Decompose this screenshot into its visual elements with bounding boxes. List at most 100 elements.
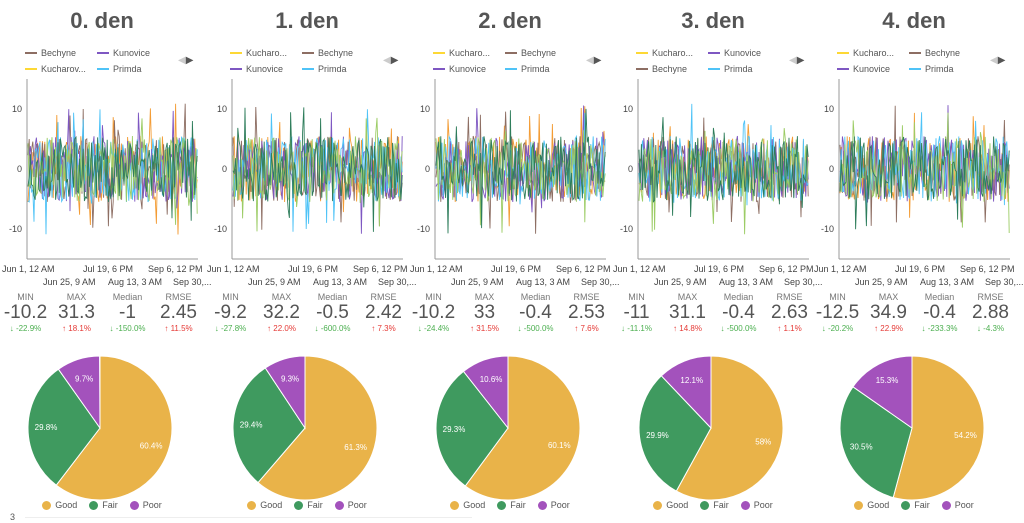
y-tick-label: 10 [12, 104, 22, 114]
legend-dot [247, 500, 257, 510]
pie-slice-fair[interactable] [232, 367, 306, 484]
pie-legend-item[interactable]: Poor [129, 500, 162, 510]
legend-pager[interactable]: ◀▶ [789, 55, 804, 66]
legend-item[interactable]: Kunovice [837, 64, 909, 74]
legend-item[interactable]: Bechyne [302, 48, 374, 58]
pie-slice-fair[interactable] [435, 370, 509, 487]
pie-legend-item[interactable]: Fair [497, 500, 526, 510]
x-tick-label: Sep 6, 12 PM [759, 264, 814, 274]
legend-item[interactable]: Bechyne [505, 48, 577, 58]
next-page-icon[interactable]: ▶ [796, 55, 805, 66]
legend-dot [129, 500, 139, 510]
legend-item[interactable]: Kunovice [708, 48, 780, 58]
legend-item[interactable]: Kucharov... [25, 64, 97, 74]
pie-slice-label: 29.8% [35, 423, 58, 432]
day-panel: 1. den Kucharo... Bechyne Kunovice Primda ◀▶… [205, 0, 417, 523]
pie-slice-fair[interactable] [27, 368, 101, 486]
legend-item[interactable]: Kucharo... [837, 48, 909, 58]
pie-legend-item[interactable]: Fair [294, 500, 323, 510]
legend-pager[interactable]: ◀▶ [586, 55, 601, 66]
pie-legend-item[interactable]: Good [450, 500, 485, 510]
prev-page-icon[interactable]: ◀ [990, 55, 998, 66]
pie-legend-item[interactable]: Good [653, 500, 688, 510]
pie-legend-item[interactable]: Poor [740, 500, 773, 510]
pie-legend-item[interactable]: Fair [901, 500, 930, 510]
pie-slice-good[interactable] [892, 355, 985, 500]
pie-legend-item[interactable]: Good [42, 500, 77, 510]
pie-legend-item[interactable]: Poor [334, 500, 367, 510]
x-tick-label: Sep 30,... [378, 277, 417, 287]
pie-slice-label: 29.9% [646, 431, 669, 440]
legend-item[interactable]: Primda [708, 64, 780, 74]
legend-label: Kunovice [246, 64, 284, 74]
pie-slice-poor[interactable] [462, 355, 509, 430]
legend-item[interactable]: Primda [97, 64, 169, 74]
legend-item[interactable]: Kucharo... [433, 48, 505, 58]
next-page-icon[interactable]: ▶ [997, 55, 1006, 66]
legend-item[interactable]: Primda [505, 64, 577, 74]
legend-pager[interactable]: ◀▶ [383, 55, 398, 66]
metric-delta: ↓ -150.0% [102, 324, 153, 333]
pie-slice-poor[interactable] [57, 355, 101, 430]
legend-item[interactable]: Kunovice [433, 64, 505, 74]
legend-item[interactable]: Primda [302, 64, 374, 74]
pie-slice-good[interactable] [55, 355, 173, 500]
x-tick-label: Sep 6, 12 PM [960, 264, 1015, 274]
pie-slice-fair[interactable] [638, 375, 712, 492]
x-tick-label: Jul 19, 6 PM [288, 264, 339, 274]
pie-slice-good[interactable] [464, 355, 581, 500]
x-tick-label: Sep 30,... [784, 277, 823, 287]
prev-page-icon[interactable]: ◀ [178, 55, 186, 66]
legend-item[interactable]: Bechyne [636, 64, 708, 74]
legend-item[interactable]: Bechyne [25, 48, 97, 58]
legend-swatch [433, 68, 445, 70]
next-page-icon[interactable]: ▶ [390, 55, 399, 66]
legend-item[interactable]: Kucharo... [636, 48, 708, 58]
pie-slice-poor[interactable] [264, 355, 306, 430]
metric-label: Median [723, 292, 754, 302]
series-legend: Bechyne Kunovice Kucharov... Primda [25, 48, 175, 74]
panel-title: 1. den [275, 8, 339, 33]
pie-legend-item[interactable]: Fair [700, 500, 729, 510]
pie-slice-poor[interactable] [660, 355, 712, 430]
metric-median: Median -0.5 ↓ -600.0% [307, 292, 358, 333]
delta-value: -24.4% [423, 324, 450, 333]
metric-value: -1 [119, 302, 136, 323]
legend-dot [497, 500, 507, 510]
legend-pager[interactable]: ◀▶ [178, 55, 193, 66]
arrow-down-icon: ↓ [976, 324, 981, 333]
pie-legend-item[interactable]: Good [247, 500, 282, 510]
metric-delta: ↑ 11.5% [153, 324, 204, 333]
next-page-icon[interactable]: ▶ [593, 55, 602, 66]
legend-dot [854, 500, 864, 510]
legend-swatch [909, 52, 921, 54]
prev-page-icon[interactable]: ◀ [586, 55, 594, 66]
metric-value: 31.3 [58, 302, 95, 323]
x-tick-label: Aug 13, 3 AM [108, 277, 163, 287]
pie-legend-item[interactable]: Fair [89, 500, 118, 510]
metrics-row: MIN -9.2 ↓ -27.8% MAX 32.2 ↑ 22.0% Median -0.5 ↓… [205, 292, 409, 333]
pie-legend-item[interactable]: Poor [537, 500, 570, 510]
prev-page-icon[interactable]: ◀ [789, 55, 797, 66]
pie-legend-item[interactable]: Good [854, 500, 889, 510]
pie-slice-fair[interactable] [839, 386, 913, 499]
pie-slice-good[interactable] [675, 355, 784, 500]
pie-slice-poor[interactable] [852, 355, 913, 429]
metric-label: RMSE [977, 292, 1004, 302]
metric-label: MAX [878, 292, 899, 302]
legend-item[interactable]: Bechyne [909, 48, 981, 58]
metric-delta: ↑ 18.1% [51, 324, 102, 333]
legend-pager[interactable]: ◀▶ [990, 55, 1005, 66]
pie-legend-item[interactable]: Poor [941, 500, 974, 510]
prev-page-icon[interactable]: ◀ [383, 55, 391, 66]
pie-slice-label: 60.1% [548, 441, 571, 450]
legend-item[interactable]: Kunovice [230, 64, 302, 74]
legend-item[interactable]: Kunovice [97, 48, 169, 58]
y-tick-label: 10 [217, 104, 227, 114]
pie-slice-good[interactable] [257, 355, 378, 500]
metrics-row: MIN -12.5 ↓ -20.2% MAX 34.9 ↑ 22.9% Median -0.4… [812, 292, 1016, 333]
pie-legend: Good Fair Poor [611, 500, 815, 510]
legend-item[interactable]: Kucharo... [230, 48, 302, 58]
legend-item[interactable]: Primda [909, 64, 981, 74]
next-page-icon[interactable]: ▶ [185, 55, 194, 66]
